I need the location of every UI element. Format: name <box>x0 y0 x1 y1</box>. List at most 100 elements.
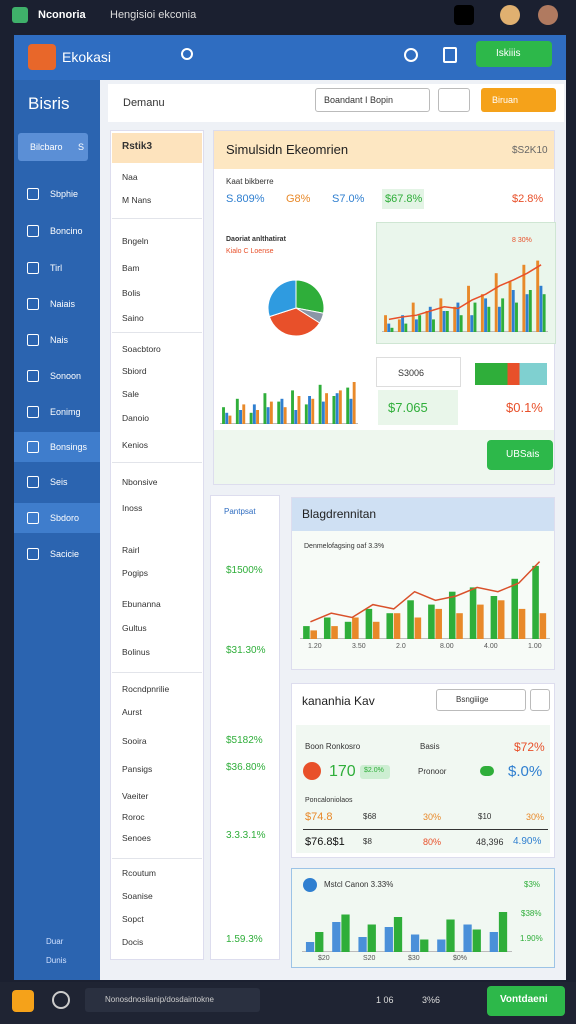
bar <box>249 412 253 424</box>
sidebar-item[interactable]: Seis <box>50 477 68 487</box>
app-name: Nconoria <box>38 9 86 21</box>
list-item[interactable]: Vaeiter <box>122 791 149 801</box>
summary-label: S3006 <box>398 368 425 378</box>
sidebar-item[interactable]: Boncino <box>50 226 83 236</box>
app-icon[interactable] <box>12 990 34 1012</box>
kpi-cell: 80% <box>423 837 442 847</box>
stat: $2.8% <box>512 193 544 205</box>
list-item[interactable]: Nbonsive <box>122 477 158 487</box>
sidebar-item[interactable]: Sbdoro <box>50 513 80 523</box>
list-item[interactable]: Bam <box>122 263 140 273</box>
clock-icon[interactable] <box>52 991 70 1009</box>
bar <box>411 302 415 332</box>
bar <box>407 600 414 639</box>
list-item[interactable]: Inoss <box>122 503 143 513</box>
kpi-chevron[interactable] <box>530 689 550 711</box>
bar <box>269 401 273 424</box>
list-item[interactable]: Rairl <box>122 545 140 555</box>
header-button[interactable] <box>476 41 552 67</box>
kpi-cell: $68 <box>363 812 377 821</box>
sim-button[interactable] <box>487 440 553 470</box>
sidebar-footer[interactable]: Dunis <box>46 956 67 965</box>
list-item[interactable]: Pansigs <box>122 764 153 774</box>
list-item[interactable]: Naa <box>122 172 138 182</box>
toolbar-label: Demanu <box>123 97 165 109</box>
sidebar-item[interactable]: Nais <box>50 335 69 345</box>
button-label[interactable]: UBSais <box>506 449 540 460</box>
sidebar-icon <box>27 334 39 346</box>
bar <box>315 932 324 952</box>
sidebar-item[interactable]: Bilcbaro <box>30 142 63 152</box>
list-item[interactable]: Rocndpnrilie <box>122 684 170 694</box>
kpi-cell: $8 <box>363 837 372 846</box>
input-text[interactable]: Nonosdnosilanip/dosdaintokne <box>105 995 214 1004</box>
list-item[interactable]: Bolinus <box>122 647 150 657</box>
list-item[interactable]: Danoio <box>122 413 149 423</box>
sidebar-item[interactable]: Bonsings <box>50 442 88 452</box>
list-item[interactable]: M Nans <box>122 195 152 205</box>
search-button[interactable] <box>438 88 470 112</box>
list-item[interactable]: Sale <box>122 389 140 399</box>
bar <box>445 311 449 332</box>
subtitle: Kaat bikberre <box>226 177 274 186</box>
bar <box>467 285 470 332</box>
avatar[interactable] <box>500 5 520 25</box>
list-item[interactable]: Kenios <box>122 440 148 450</box>
list-item[interactable]: Aurst <box>122 707 142 717</box>
list-item[interactable]: Rcoutum <box>122 868 157 878</box>
list-item[interactable]: Sooira <box>122 736 147 746</box>
bar <box>387 323 391 332</box>
bottom-button[interactable] <box>487 986 565 1016</box>
sidebar-item[interactable]: Eonimg <box>50 407 81 417</box>
list-item[interactable]: Docis <box>122 937 144 947</box>
sidebar-item[interactable]: Tirl <box>50 263 63 273</box>
list-item[interactable]: Saino <box>122 313 144 323</box>
icon[interactable] <box>404 48 418 62</box>
list-item[interactable]: Senoes <box>122 833 151 843</box>
select[interactable] <box>315 88 430 112</box>
bar <box>487 306 491 332</box>
bar <box>432 319 435 332</box>
button-label[interactable]: Biruan <box>492 95 519 105</box>
list-item[interactable]: Sopct <box>122 914 144 924</box>
top-icon[interactable] <box>454 5 474 25</box>
sidebar-item[interactable]: Sbphie <box>50 189 79 199</box>
button-label[interactable]: Vontdaeni <box>500 994 548 1005</box>
kpi-select[interactable] <box>436 689 526 711</box>
pie-slice <box>268 307 321 336</box>
list-item[interactable]: Sbiord <box>122 366 147 376</box>
input[interactable] <box>85 988 260 1012</box>
icon[interactable] <box>443 47 457 63</box>
divider <box>112 672 202 673</box>
sidebar-footer[interactable]: Duar <box>46 937 64 946</box>
header-bar <box>14 35 566 80</box>
list-item[interactable]: Soacbtoro <box>122 344 161 354</box>
list-item[interactable]: Soanise <box>122 891 153 901</box>
bar <box>294 410 298 424</box>
trend-header <box>292 498 554 531</box>
select-value[interactable]: Boandant I Bopin <box>324 95 394 105</box>
button-label[interactable]: Iskiiis <box>496 48 521 59</box>
bar <box>365 608 373 639</box>
orange-button[interactable] <box>481 88 556 112</box>
bar <box>442 311 446 332</box>
list-item[interactable]: Bngeln <box>122 236 149 246</box>
sidebar-item[interactable]: Sonoon <box>50 371 82 381</box>
list-item[interactable]: Bolis <box>122 288 141 298</box>
x-tick-label: $20 <box>318 955 330 962</box>
bar <box>498 912 508 952</box>
sidebar-icon <box>27 548 39 560</box>
list-item[interactable]: Ebunanna <box>122 599 161 609</box>
list-item[interactable]: Pogips <box>122 568 148 578</box>
sidebar-active[interactable] <box>18 133 88 161</box>
sidebar-item[interactable]: Naiais <box>50 299 76 309</box>
list-item[interactable]: Gultus <box>122 623 147 633</box>
avatar[interactable] <box>538 5 558 25</box>
metric: $1500% <box>226 565 263 576</box>
sidebar-icon <box>27 262 39 274</box>
sidebar-item[interactable]: Sacicie <box>50 549 80 559</box>
select-value[interactable]: Bsngiiige <box>456 695 489 704</box>
list-item[interactable]: Roroc <box>122 812 145 822</box>
search-icon[interactable] <box>181 48 193 60</box>
bar <box>453 306 457 332</box>
